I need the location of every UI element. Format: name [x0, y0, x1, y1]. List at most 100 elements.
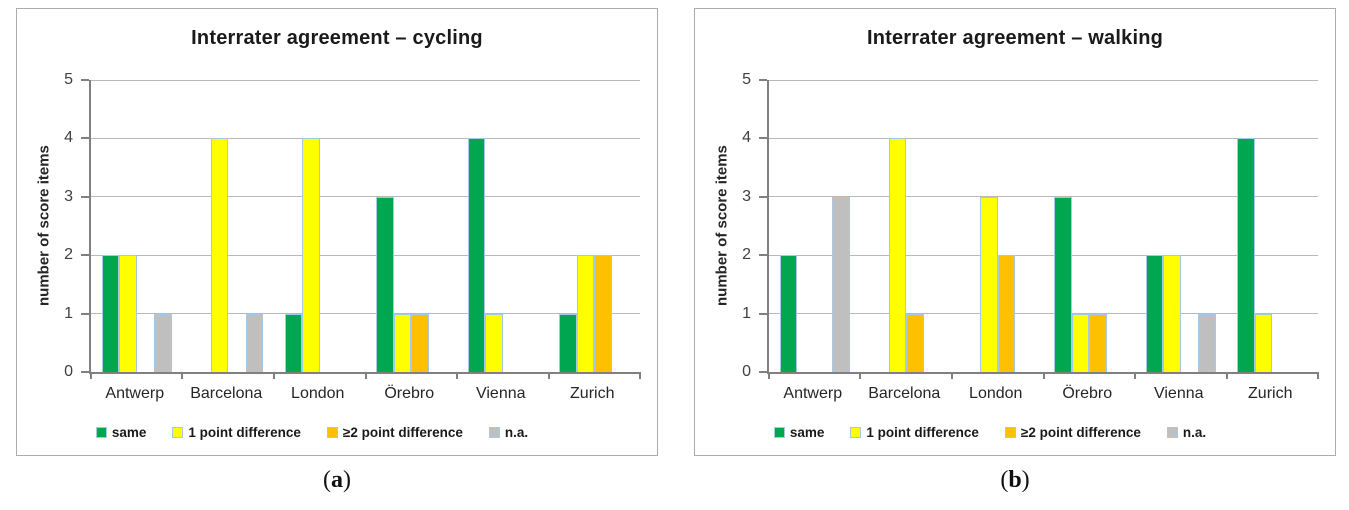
caption-paren: ( [1000, 467, 1009, 493]
bar-1-point-difference-vienna [485, 313, 503, 372]
y-tick-label: 0 [64, 363, 73, 380]
legend-swatch-2-point-difference [1004, 427, 1016, 438]
bar-1-point-difference-zurich [576, 255, 595, 372]
bar-same-zurich [559, 313, 577, 372]
legend-swatch-same [773, 427, 785, 438]
bar-1-point-difference-london [980, 196, 998, 372]
legend-item-same: same [95, 425, 146, 440]
y-tick-mark [759, 371, 767, 373]
y-tick-labels: 0 1 2 3 4 5 [695, 72, 757, 380]
legend: same 1 point difference ≥2 point differenc… [695, 425, 1285, 440]
gridline [91, 79, 640, 81]
legend-item-1-point-difference: 1 point difference [172, 425, 301, 440]
legend-swatch-n-a [1166, 427, 1178, 438]
y-tick-label: 5 [742, 71, 751, 88]
legend-label: ≥2 point difference [342, 425, 463, 440]
y-tick-mark [759, 137, 767, 140]
y-tick-label: 4 [742, 129, 751, 147]
y-tick-mark [759, 79, 767, 81]
bar-n-a-barcelona [245, 313, 263, 372]
plot-area [81, 79, 641, 379]
gridline [769, 79, 1318, 81]
x-tick-mark [950, 372, 953, 379]
legend-item-2-point-difference: ≥2 point difference [1004, 425, 1141, 440]
legend-label: n.a. [504, 425, 529, 440]
y-tick-labels: 0 1 2 3 4 5 [17, 72, 79, 380]
legend-item-2-point-difference: ≥2 point difference [326, 425, 463, 440]
bar-1-point-difference-barcelona [888, 138, 907, 372]
chart-panel-walking: Interrater agreement – walking number of… [694, 8, 1336, 456]
y-tick-label: 1 [64, 304, 73, 322]
x-category-label: Örebro [1062, 385, 1113, 402]
x-tick-labels: Antwerp Barcelona London Örebro Vienna Zurich [767, 385, 1316, 403]
x-category-label: Antwerp [783, 385, 843, 402]
x-category-label: Örebro [384, 385, 435, 402]
bar-same-antwerp [779, 255, 798, 372]
chart-panel-cycling: Interrater agreement – cycling number of… [16, 8, 658, 456]
bar-same-antwerp [101, 255, 120, 372]
legend-label: ≥2 point difference [1020, 425, 1141, 440]
bar-same-zurich [1237, 138, 1255, 372]
x-tick-labels: Antwerp Barcelona London Örebro Vienna Zurich [89, 385, 638, 403]
x-tick-mark [455, 372, 458, 379]
x-category-label: Zurich [1248, 385, 1293, 402]
legend-item-n-a: n.a. [488, 425, 529, 440]
x-category-label: Zurich [570, 385, 615, 402]
legend-item-same: same [773, 425, 825, 440]
gridline [91, 254, 640, 256]
bar-1-point-difference-london [302, 138, 320, 372]
x-tick-mark [1042, 372, 1045, 379]
legend-swatch-same [95, 427, 107, 438]
bar-2-point-difference-barcelona [906, 313, 924, 372]
y-tick-label: 1 [742, 304, 751, 322]
chart-title: Interrater agreement – walking [866, 27, 1164, 49]
x-tick-mark [181, 372, 184, 379]
legend-swatch-1-point-difference [172, 427, 184, 438]
x-tick-mark [1133, 372, 1136, 379]
bar-same-vienna [467, 138, 486, 372]
y-tick-label: 2 [64, 246, 73, 264]
bar-1-point-difference-örebro [1071, 313, 1090, 372]
y-tick-label: 0 [742, 363, 751, 380]
x-tick-mark [1225, 372, 1228, 379]
x-category-label: Barcelona [190, 385, 263, 402]
bar-same-london [284, 313, 303, 372]
bar-n-a-antwerp [154, 313, 172, 372]
x-tick-mark [364, 372, 367, 379]
caption-paren: ) [343, 467, 351, 493]
x-tick-mark [639, 372, 641, 379]
bar-2-point-difference-zurich [594, 255, 612, 372]
caption-paren: ( [323, 467, 331, 493]
bar-same-vienna [1145, 255, 1164, 372]
gridline [769, 137, 1318, 139]
bar-n-a-antwerp [832, 196, 850, 372]
bar-2-point-difference-örebro [1089, 313, 1107, 372]
x-category-label: London [969, 385, 1023, 402]
x-category-label: London [291, 385, 345, 402]
bar-2-point-difference-london [997, 255, 1016, 372]
y-tick-mark [759, 254, 767, 257]
legend-label: same [789, 425, 825, 440]
y-tick-mark [81, 312, 89, 315]
legend-label: 1 point difference [866, 425, 979, 440]
gridline [91, 137, 640, 139]
y-tick-mark [759, 195, 767, 198]
y-tick-mark [81, 254, 89, 257]
y-tick-mark [81, 137, 89, 140]
y-tick-label: 5 [64, 71, 73, 88]
x-tick-mark [272, 372, 275, 379]
y-tick-label: 2 [742, 246, 751, 264]
bar-1-point-difference-antwerp [119, 255, 137, 372]
x-category-label: Antwerp [105, 385, 165, 402]
y-tick-mark [81, 195, 89, 198]
plot-area [759, 79, 1319, 379]
x-tick-mark [90, 372, 92, 379]
legend-item-1-point-difference: 1 point difference [850, 425, 979, 440]
caption-letter: b [1008, 467, 1022, 493]
bar-2-point-difference-örebro [411, 313, 429, 372]
x-category-label: Barcelona [868, 385, 941, 402]
x-category-label: Vienna [1153, 385, 1204, 402]
gridline [769, 196, 1318, 198]
legend-label: 1 point difference [188, 425, 301, 440]
